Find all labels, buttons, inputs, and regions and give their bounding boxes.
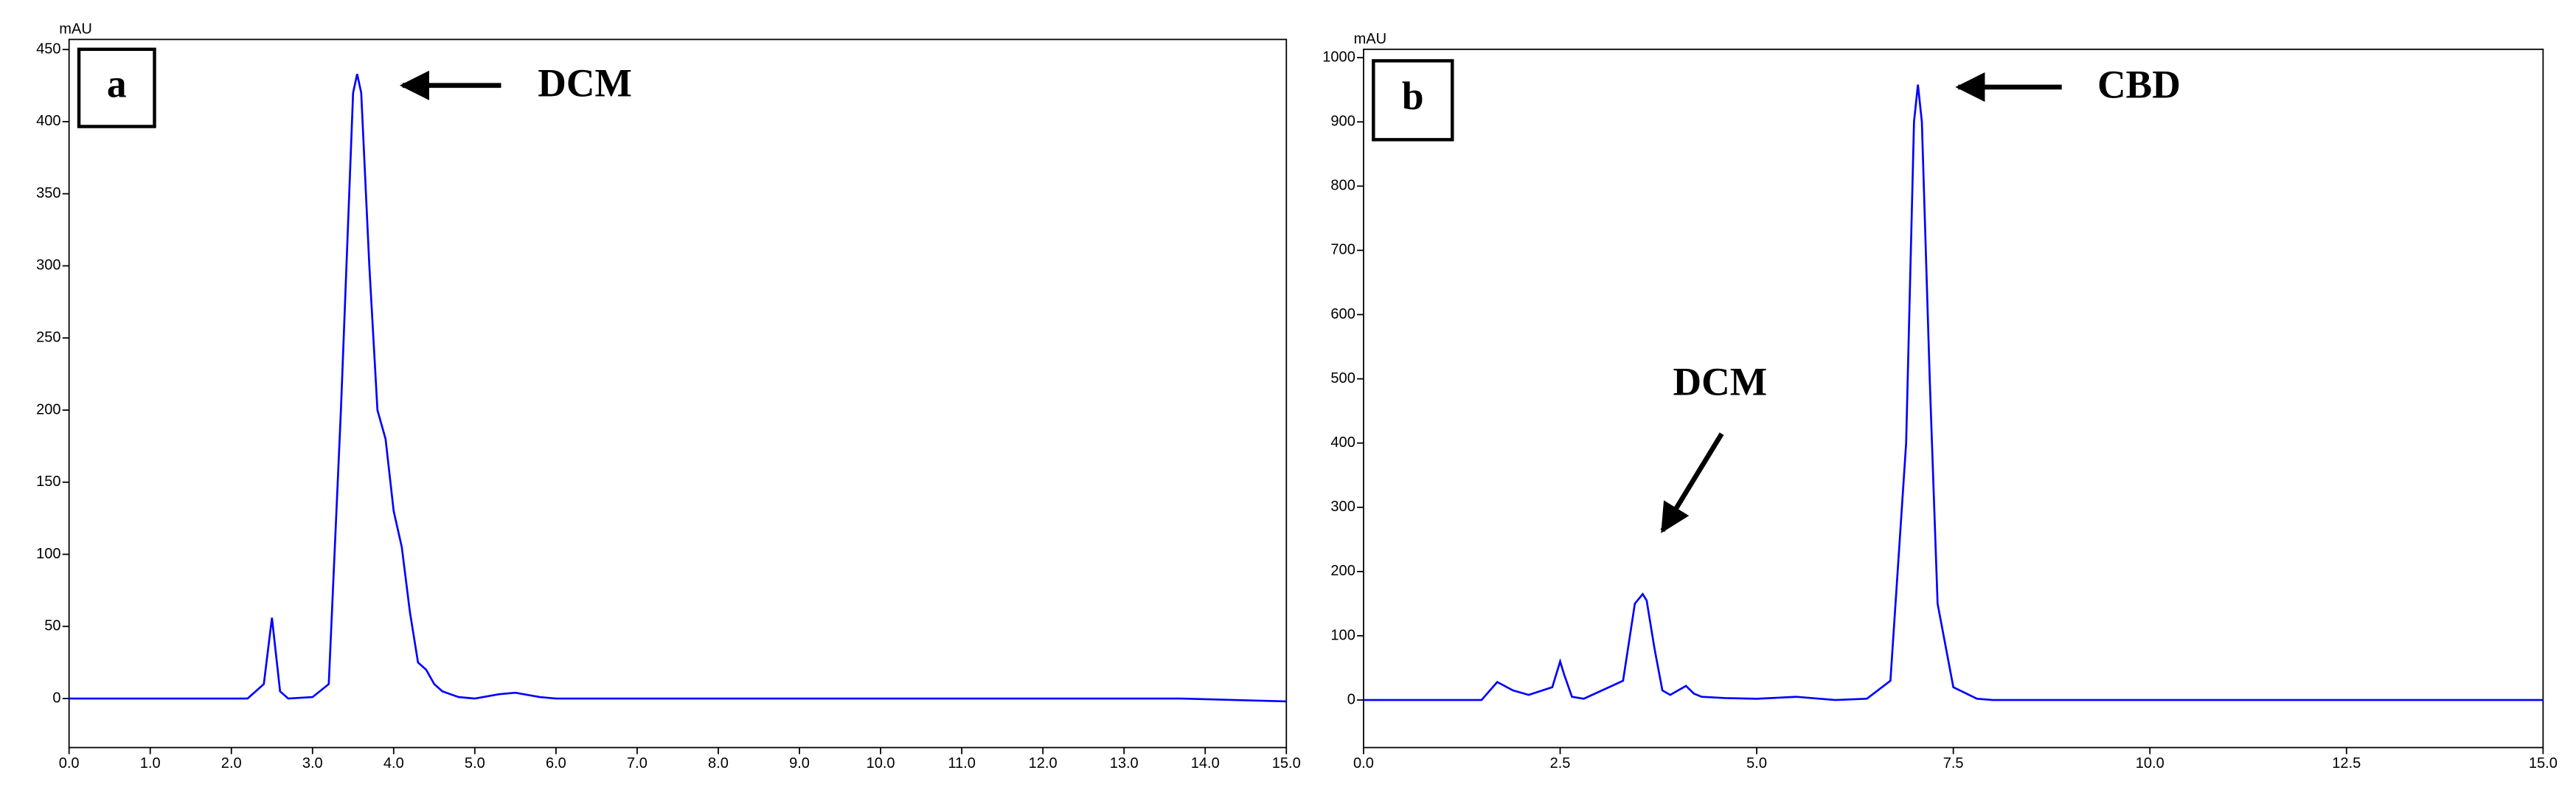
x-tick-label: 14.0 [1191, 755, 1220, 772]
x-tick-label: 7.5 [1943, 755, 1964, 772]
y-tick-label: 50 [44, 618, 60, 634]
y-tick-label: 800 [1330, 178, 1355, 194]
x-tick-label: 1.0 [140, 755, 161, 772]
y-tick-label: 500 [1330, 370, 1355, 386]
panel-label: a [107, 61, 127, 105]
panel-label-box [1372, 59, 1454, 142]
peak-annotation: DCM [538, 60, 632, 105]
plot-frame [68, 38, 1288, 749]
y-tick-label: 150 [36, 474, 60, 490]
arrow [1660, 432, 1724, 533]
trace [1363, 84, 2544, 701]
panel-label-box [77, 47, 156, 128]
x-tick-label: 2.0 [221, 755, 242, 772]
y-tick-label: 400 [1330, 434, 1355, 451]
x-tick-label: 0.0 [59, 755, 80, 772]
y-tick-label: 250 [36, 330, 60, 346]
y-axis-label: mAU [1354, 31, 1387, 47]
x-tick-label: 5.0 [1746, 755, 1767, 772]
peak-annotation: CBD [2097, 63, 2181, 107]
x-tick-label: 9.0 [789, 755, 810, 772]
x-tick-label: 8.0 [708, 755, 729, 772]
y-tick-label: 300 [36, 257, 60, 274]
x-tick-label: 3.0 [302, 755, 323, 772]
y-tick-label: 0 [52, 690, 60, 706]
y-tick-label: 700 [1330, 242, 1355, 258]
y-tick-label: 100 [36, 546, 60, 562]
x-tick-label: 6.0 [546, 755, 566, 772]
y-tick-label: 400 [36, 113, 60, 129]
plot-frame [1363, 48, 2544, 749]
y-tick-label: 0 [1347, 691, 1355, 707]
x-tick-label: 10.0 [867, 755, 895, 772]
x-tick-label: 7.0 [627, 755, 648, 772]
x-tick-label: 2.5 [1550, 755, 1571, 772]
panel-label: b [1402, 74, 1424, 118]
x-tick-label: 13.0 [1110, 755, 1139, 772]
y-tick-label: 200 [1330, 563, 1355, 579]
x-tick-label: 5.0 [465, 755, 485, 772]
y-tick-label: 1000 [1322, 49, 1355, 65]
y-tick-label: 450 [36, 41, 60, 57]
y-tick-label: 900 [1330, 114, 1355, 130]
x-tick-label: 15.0 [1272, 755, 1301, 772]
y-tick-label: 100 [1330, 627, 1355, 643]
y-tick-label: 350 [36, 185, 60, 201]
x-tick-label: 15.0 [2529, 755, 2558, 772]
x-tick-label: 4.0 [383, 755, 404, 772]
x-tick-label: 0.0 [1353, 755, 1374, 772]
x-tick-label: 12.5 [2332, 755, 2361, 772]
y-tick-label: 600 [1330, 306, 1355, 322]
y-tick-label: 200 [36, 401, 60, 417]
y-axis-label: mAU [59, 21, 92, 37]
x-tick-label: 11.0 [948, 755, 976, 772]
y-tick-label: 300 [1330, 499, 1355, 515]
peak-annotation: DCM [1673, 360, 1768, 404]
trace [69, 74, 1287, 703]
x-tick-label: 10.0 [2136, 755, 2164, 772]
x-tick-label: 12.0 [1029, 755, 1058, 772]
